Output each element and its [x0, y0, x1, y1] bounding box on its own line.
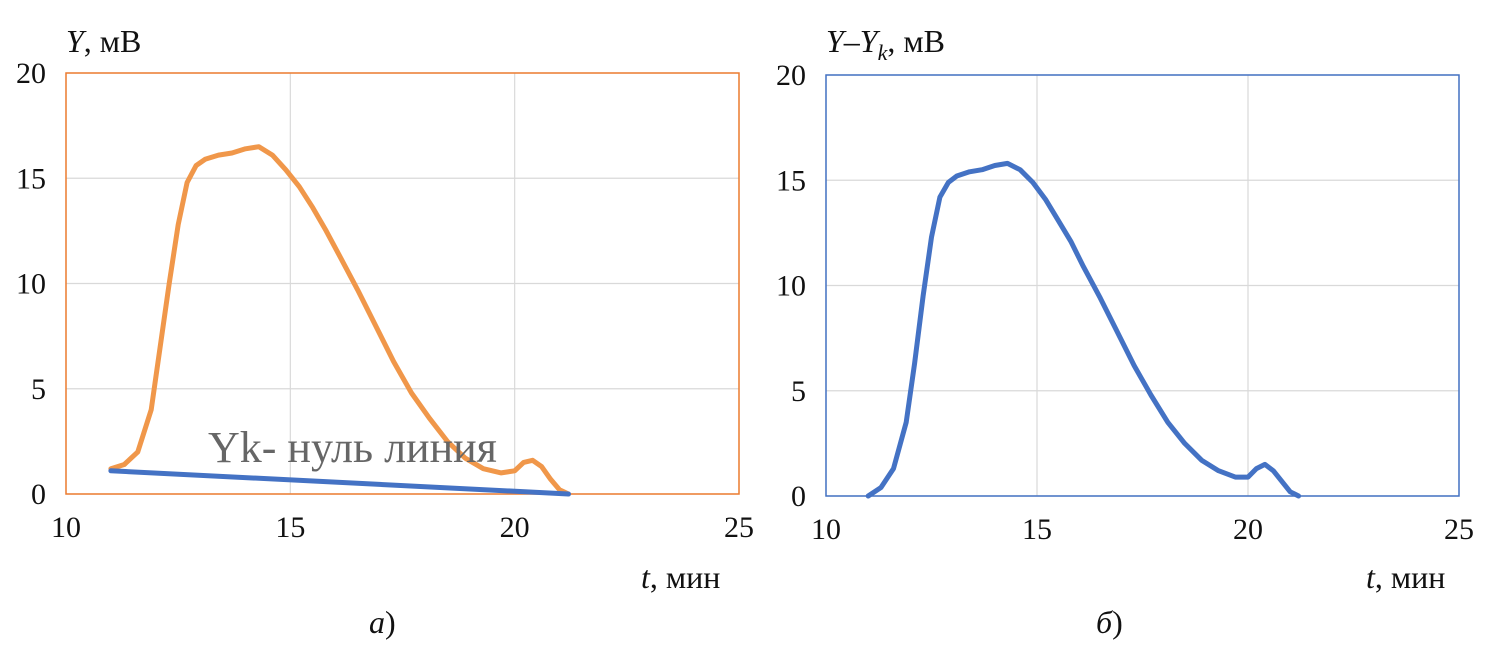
- y-tick-label: 15: [16, 162, 46, 195]
- ticks-b: 10 15 20 25 0 5 10 15 20: [776, 59, 1474, 546]
- y-axis-title-b: Y–Yk, мВ: [826, 23, 945, 65]
- x-axis-title-a: t, мин: [641, 559, 720, 595]
- series-line-0: [865, 160, 1302, 499]
- y-tick-label: 10: [16, 268, 46, 301]
- x-tick-label: 10: [811, 513, 841, 546]
- plot-frame-b: [825, 74, 1460, 497]
- x-tick-label: 15: [275, 511, 305, 544]
- grid-b: [825, 74, 1460, 497]
- y-tick-label: 10: [776, 270, 806, 303]
- panel-b: 10 15 20 25 0 5 10 15 20 Y–Yk, мВ t, мин б): [776, 23, 1474, 640]
- x-tick-label: 25: [724, 511, 754, 544]
- y-tick-label: 20: [16, 57, 46, 90]
- x-tick-label: 20: [500, 511, 530, 544]
- y-tick-label: 20: [776, 59, 806, 92]
- y-tick-label: 0: [791, 480, 806, 513]
- series-group-a: [108, 144, 571, 497]
- x-tick-label: 15: [1022, 513, 1052, 546]
- y-tick-label: 5: [31, 373, 46, 406]
- y-tick-label: 5: [791, 375, 806, 408]
- y-tick-label: 15: [776, 164, 806, 197]
- y-axis-title-a: Y, мВ: [66, 23, 141, 59]
- annotation-null-line: Yk- нуль линия: [208, 423, 497, 472]
- x-tick-label: 25: [1444, 513, 1474, 546]
- ticks-a: 10 15 20 25 0 5 10 15 20: [16, 57, 754, 544]
- caption-a: а): [369, 604, 396, 640]
- series-line-0: [108, 144, 571, 497]
- series-line-1: [108, 468, 571, 497]
- caption-b: б): [1096, 604, 1123, 640]
- x-tick-label: 10: [51, 511, 81, 544]
- panel-a: 10 15 20 25 0 5 10 15 20 Yk- нуль линия Y, мВ t,…: [16, 23, 754, 640]
- x-axis-title-b: t, мин: [1366, 559, 1445, 595]
- plot-frame-a: [65, 72, 740, 495]
- y-tick-label: 0: [31, 478, 46, 511]
- series-group-b: [865, 160, 1302, 499]
- x-tick-label: 20: [1233, 513, 1263, 546]
